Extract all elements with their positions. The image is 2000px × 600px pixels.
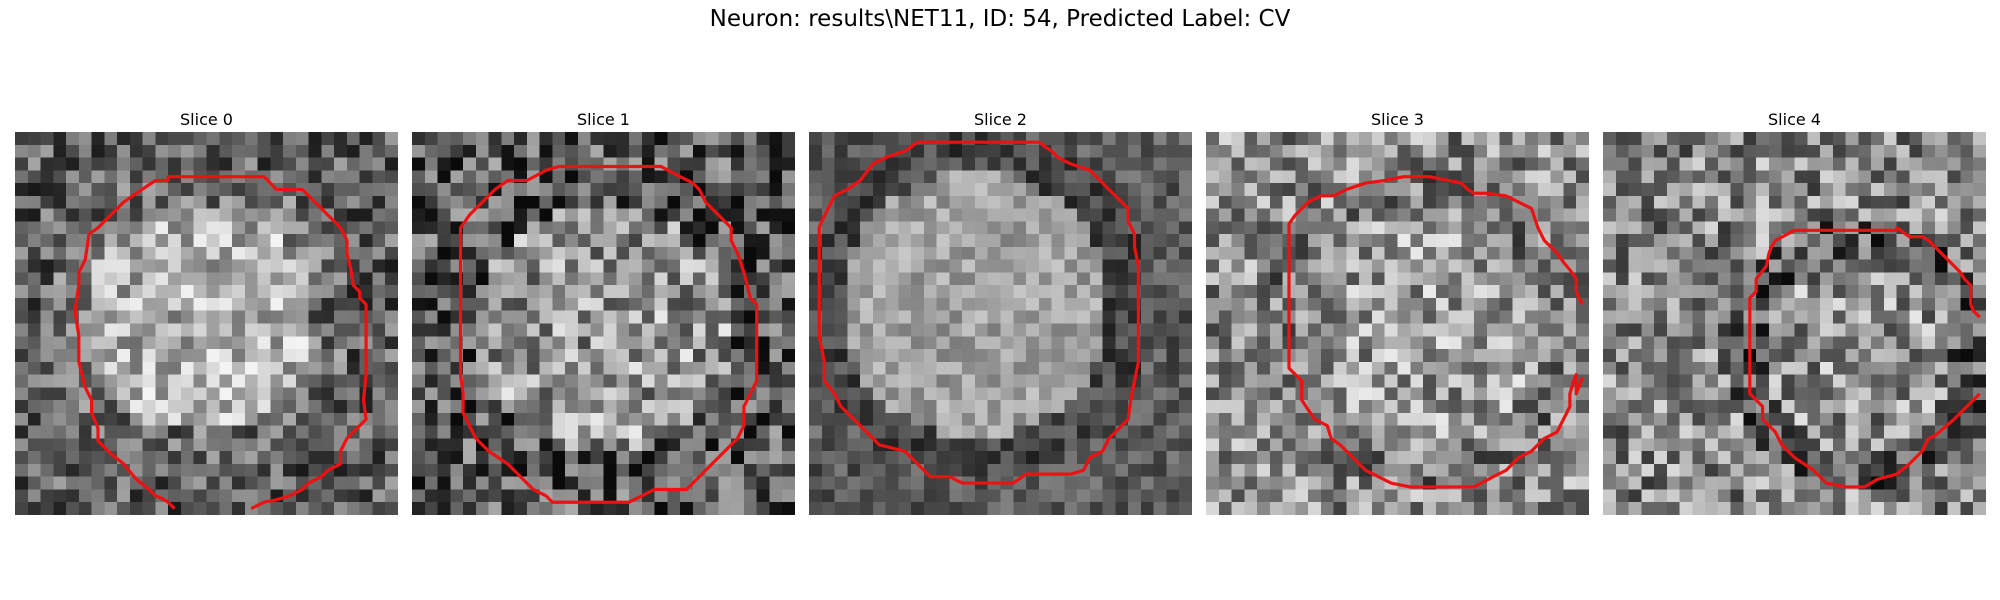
slice-image: [15, 132, 398, 515]
slice-title: Slice 3: [1371, 110, 1424, 129]
slice-panel-0: Slice 0: [15, 108, 398, 515]
slice-title: Slice 2: [974, 110, 1027, 129]
figure-title: Neuron: results\NET11, ID: 54, Predicted…: [709, 6, 1291, 32]
slice-image: [412, 132, 795, 515]
roi-contour: [1287, 175, 1585, 489]
grayscale-slice: [809, 132, 1192, 515]
slice-panel-1: Slice 1: [412, 108, 795, 515]
slice-panel-4: Slice 4: [1603, 108, 1986, 515]
slice-panel-2: Slice 2: [809, 108, 1192, 515]
slice-image: [1206, 132, 1589, 515]
roi-contour: [73, 175, 368, 511]
slice-image: [1603, 132, 1986, 515]
grayscale-slice: [1206, 132, 1589, 515]
slice-title: Slice 0: [180, 110, 233, 129]
slice-title: Slice 1: [577, 110, 630, 129]
grayscale-slice: [412, 132, 795, 515]
grayscale-slice: [15, 132, 398, 515]
slice-title: Slice 4: [1768, 110, 1821, 129]
roi-contour: [1748, 226, 1981, 489]
slice-panel-3: Slice 3: [1206, 108, 1589, 515]
slice-image: [809, 132, 1192, 515]
roi-contour: [817, 140, 1140, 485]
roi-contour: [458, 164, 759, 504]
